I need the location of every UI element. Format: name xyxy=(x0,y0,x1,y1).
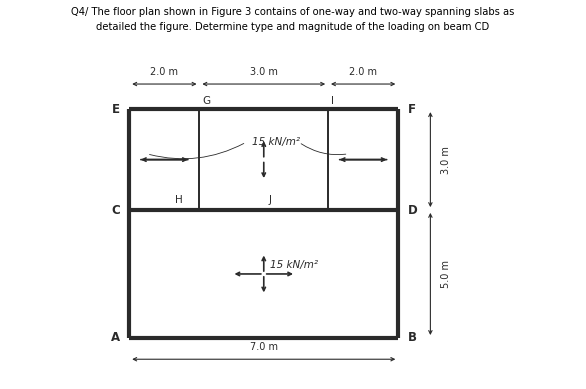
Text: 15 kN/m²: 15 kN/m² xyxy=(252,137,300,147)
Text: B: B xyxy=(408,331,417,344)
Text: 7.0 m: 7.0 m xyxy=(250,342,278,352)
Text: I: I xyxy=(331,96,334,106)
Text: E: E xyxy=(112,103,120,116)
Text: J: J xyxy=(268,195,271,205)
Text: 3.0 m: 3.0 m xyxy=(250,67,278,77)
Text: C: C xyxy=(111,203,120,217)
Text: 2.0 m: 2.0 m xyxy=(151,67,178,77)
Text: A: A xyxy=(111,331,120,344)
Text: 3.0 m: 3.0 m xyxy=(441,145,451,173)
Text: 15 kN/m²: 15 kN/m² xyxy=(270,260,318,270)
Text: H: H xyxy=(175,195,182,205)
Text: D: D xyxy=(408,203,417,217)
Text: 2.0 m: 2.0 m xyxy=(349,67,377,77)
Text: detailed the figure. Determine type and magnitude of the loading on beam CD: detailed the figure. Determine type and … xyxy=(96,22,490,32)
Text: G: G xyxy=(202,96,210,106)
Text: F: F xyxy=(408,103,415,116)
Text: Q4/ The floor plan shown in Figure 3 contains of one-way and two-way spanning sl: Q4/ The floor plan shown in Figure 3 con… xyxy=(71,7,515,16)
Text: 5.0 m: 5.0 m xyxy=(441,260,451,288)
